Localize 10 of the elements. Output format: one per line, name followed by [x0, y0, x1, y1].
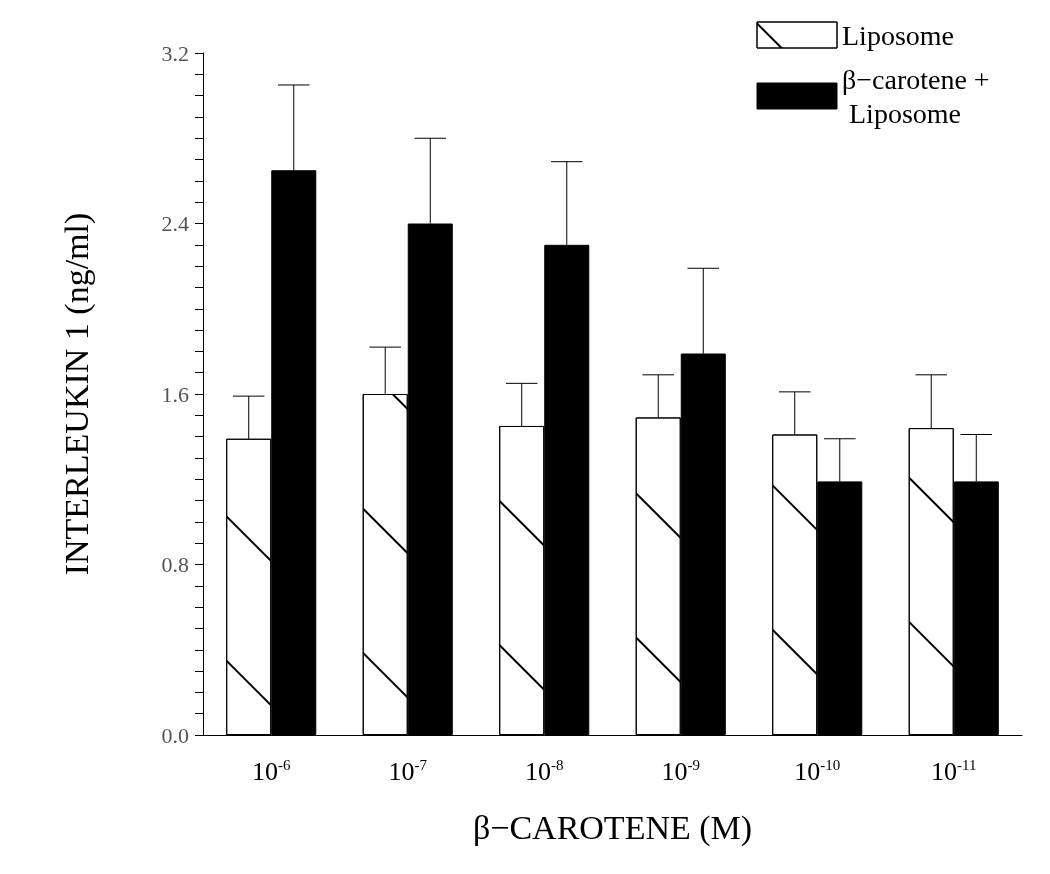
y-tick-label: 0.8 — [161, 552, 189, 577]
text: Liposome — [842, 19, 954, 51]
text: β−carotene + — [842, 63, 990, 95]
y-tick-label: 3.2 — [161, 40, 189, 66]
y-axis-title: INTERLEUKIN 1 (ng/ml) — [57, 212, 96, 576]
y-tick-label: 2.4 — [161, 211, 189, 236]
x-axis-title: β−CAROTENE (M) — [472, 808, 753, 847]
y-tick-label: 0.0 — [161, 722, 189, 748]
legend-label: Liposome — [842, 97, 961, 129]
y-tick-label: 1.6 — [161, 381, 189, 407]
